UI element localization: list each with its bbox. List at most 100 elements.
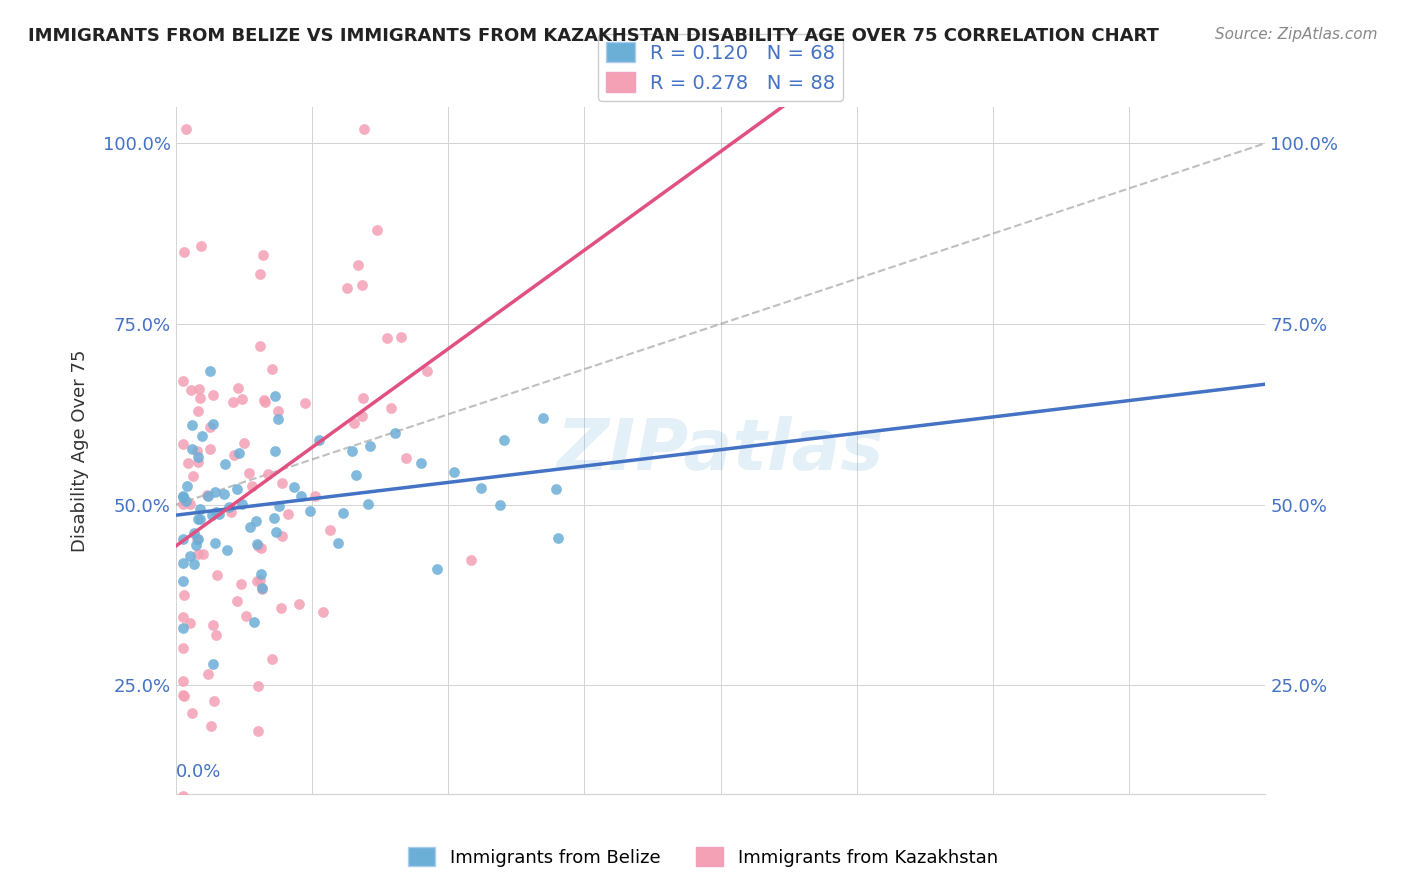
Point — [342, 444, 364, 458]
Point — [205, 505, 228, 519]
Point — [173, 588, 195, 602]
Point — [190, 428, 212, 442]
Point — [183, 557, 205, 571]
Point — [202, 417, 225, 431]
Point — [288, 597, 311, 611]
Point — [186, 533, 208, 547]
Point — [266, 412, 288, 426]
Point — [366, 223, 388, 237]
Point — [246, 724, 269, 739]
Point — [240, 479, 263, 493]
Point — [375, 331, 398, 345]
Point — [384, 425, 406, 440]
Point — [332, 507, 354, 521]
Point — [263, 510, 285, 524]
Point — [187, 382, 209, 396]
Point — [218, 500, 240, 515]
Point — [172, 621, 194, 635]
Point — [181, 469, 204, 483]
Text: IMMIGRANTS FROM BELIZE VS IMMIGRANTS FROM KAZAKHSTAN DISABILITY AGE OVER 75 CORR: IMMIGRANTS FROM BELIZE VS IMMIGRANTS FRO… — [28, 27, 1159, 45]
Point — [270, 528, 292, 542]
Text: Source: ZipAtlas.com: Source: ZipAtlas.com — [1215, 27, 1378, 42]
Point — [319, 524, 342, 538]
Point — [308, 433, 330, 447]
Point — [239, 520, 262, 534]
Text: ZIPatlas: ZIPatlas — [557, 416, 884, 485]
Point — [312, 605, 335, 619]
Point — [226, 482, 249, 496]
Point — [488, 498, 510, 512]
Point — [252, 248, 274, 262]
Point — [357, 497, 380, 511]
Point — [260, 652, 283, 666]
Point — [344, 468, 367, 483]
Point — [260, 362, 283, 376]
Point — [173, 689, 195, 703]
Point — [198, 420, 221, 434]
Point — [179, 616, 201, 631]
Point — [180, 383, 202, 397]
Point — [173, 245, 195, 260]
Y-axis label: Disability Age Over 75: Disability Age Over 75 — [70, 349, 89, 552]
Point — [172, 640, 194, 655]
Point — [204, 628, 226, 642]
Point — [229, 577, 252, 591]
Point — [246, 539, 269, 553]
Point — [226, 594, 249, 608]
Point — [205, 568, 228, 582]
Point — [172, 789, 194, 803]
Point — [350, 278, 373, 293]
Point — [187, 532, 209, 546]
Point — [197, 489, 219, 503]
Point — [200, 363, 222, 377]
Point — [531, 410, 554, 425]
Point — [243, 615, 266, 630]
Point — [172, 574, 194, 588]
Point — [201, 508, 224, 522]
Point — [336, 281, 359, 295]
Point — [246, 574, 269, 588]
Point — [343, 416, 366, 430]
Point — [231, 497, 253, 511]
Point — [253, 392, 276, 407]
Point — [197, 666, 219, 681]
Point — [179, 549, 201, 564]
Point — [389, 329, 412, 343]
Point — [267, 500, 290, 514]
Point — [215, 543, 238, 558]
Point — [172, 557, 194, 571]
Point — [172, 489, 194, 503]
Legend: R = 0.120   N = 68, R = 0.278   N = 88: R = 0.120 N = 68, R = 0.278 N = 88 — [598, 34, 844, 101]
Point — [172, 437, 194, 451]
Point — [395, 450, 418, 465]
Point — [202, 657, 225, 672]
Point — [177, 456, 200, 470]
Point — [546, 482, 568, 496]
Point — [176, 479, 198, 493]
Point — [222, 395, 245, 409]
Point — [426, 562, 449, 576]
Point — [249, 339, 271, 353]
Point — [202, 388, 225, 402]
Point — [187, 512, 209, 526]
Point — [200, 719, 222, 733]
Point — [172, 674, 194, 689]
Point — [380, 401, 402, 416]
Point — [250, 567, 273, 582]
Point — [250, 582, 273, 596]
Point — [204, 536, 226, 550]
Point — [207, 507, 229, 521]
Point — [190, 238, 212, 252]
Legend: Immigrants from Belize, Immigrants from Kazakhstan: Immigrants from Belize, Immigrants from … — [401, 840, 1005, 874]
Point — [246, 679, 269, 693]
Point — [183, 526, 205, 541]
Point — [352, 391, 374, 405]
Point — [187, 455, 209, 469]
Point — [188, 512, 211, 526]
Point — [224, 449, 246, 463]
Point — [253, 394, 276, 409]
Point — [219, 505, 242, 519]
Point — [180, 706, 202, 721]
Point — [266, 404, 288, 418]
Point — [179, 497, 201, 511]
